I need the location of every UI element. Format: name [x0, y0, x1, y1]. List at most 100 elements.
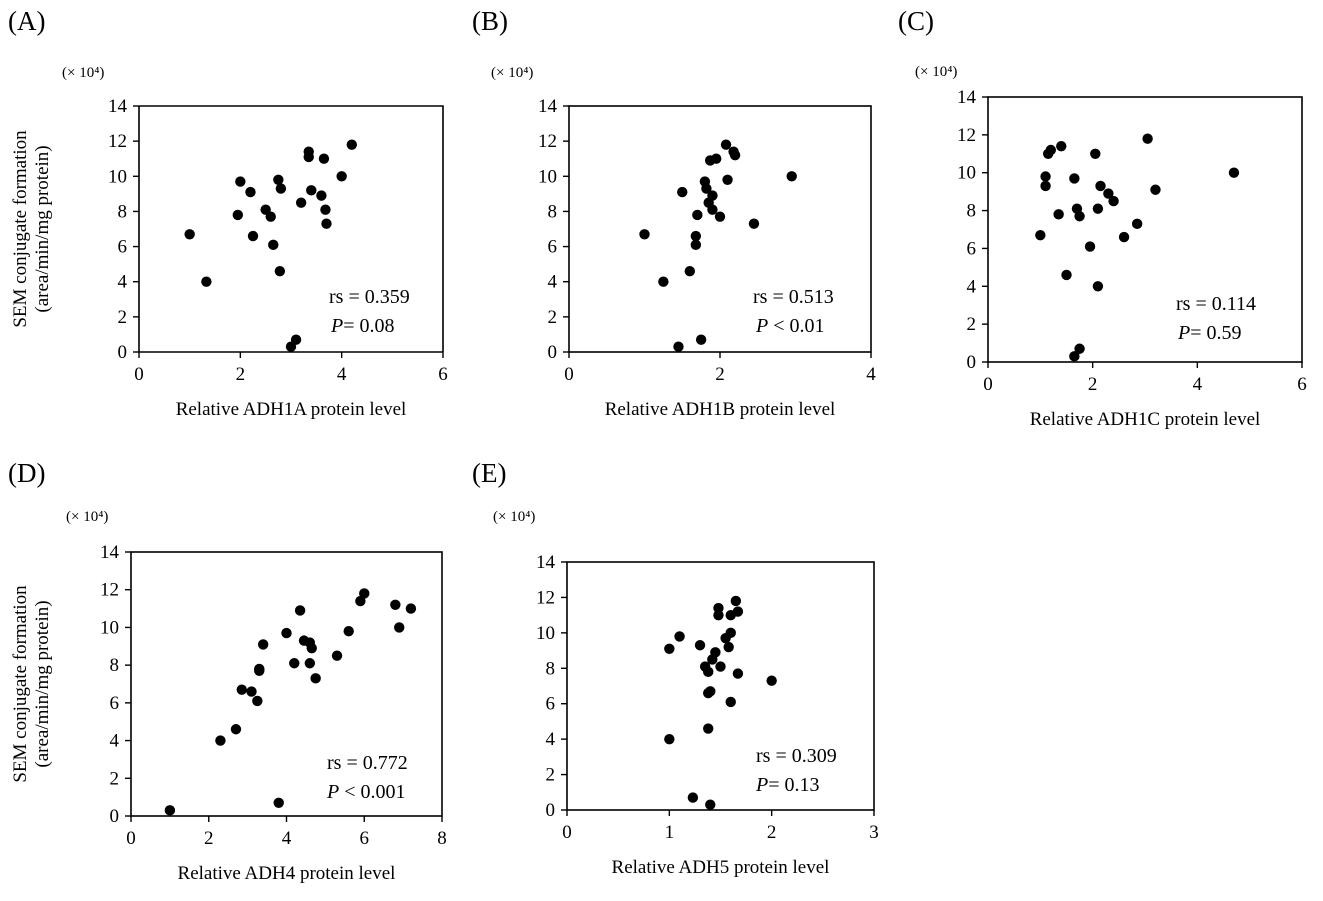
data-point [235, 176, 246, 187]
y-tick-label: 4 [110, 731, 120, 752]
data-point [281, 627, 292, 639]
data-point [275, 183, 287, 194]
data-point [714, 211, 726, 222]
data-point [257, 639, 269, 650]
data-point [390, 599, 401, 610]
data-point [723, 641, 734, 653]
data-point [720, 139, 732, 150]
y-tick-label: 6 [110, 693, 120, 714]
x-axis-label: Relative ADH1C protein level [1030, 409, 1261, 430]
y-tick-label: 14 [100, 542, 120, 563]
data-point [766, 675, 777, 686]
data-point [707, 204, 718, 215]
x-tick-label: 2 [767, 822, 777, 843]
data-point [707, 190, 718, 201]
data-point [786, 171, 797, 182]
x-tick-label: 3 [869, 822, 879, 843]
data-point [232, 209, 243, 221]
y-tick-label: 10 [538, 166, 557, 187]
data-point [664, 643, 675, 654]
data-point [690, 230, 702, 242]
data-point [664, 733, 675, 745]
data-point [1040, 180, 1051, 192]
panel-label: (B) [472, 6, 508, 36]
data-point [1040, 171, 1051, 182]
x-axis-label: Relative ADH5 protein level [612, 857, 830, 878]
panel-label: (D) [8, 458, 45, 488]
y-tick-label: 8 [548, 201, 558, 222]
data-point [316, 190, 327, 201]
y-tick-label: 12 [538, 131, 557, 152]
data-point [694, 640, 706, 651]
x-tick-label: 0 [126, 828, 136, 849]
x-tick-label: 2 [715, 364, 725, 385]
data-point [1142, 133, 1153, 144]
data-point [303, 146, 314, 157]
data-point [321, 218, 332, 229]
data-point [273, 797, 284, 808]
data-point [1103, 188, 1114, 199]
data-point [164, 805, 176, 816]
data-point [692, 209, 703, 221]
p-value: P < 0.001 [326, 781, 406, 803]
y-tick-label: 6 [546, 694, 556, 715]
data-point [687, 792, 699, 803]
data-point [359, 588, 370, 599]
data-point [252, 695, 263, 707]
data-point [639, 229, 650, 240]
data-point [703, 723, 714, 734]
y-tick-label: 4 [967, 276, 977, 297]
scatter-panel-d: (D) (× 10⁴) SEM conjugate formation (area/m… [8, 458, 447, 884]
y-multiplier: (× 10⁴) [491, 65, 533, 81]
y-axis-label: SEM conjugate formation [10, 585, 31, 783]
y-axis-label-units: (area/min/mg protein) [32, 145, 53, 312]
scatter-panel-a: (A) (× 10⁴) SEM conjugate formation (area/m… [8, 6, 448, 420]
y-tick-label: 8 [110, 655, 120, 676]
x-tick-label: 4 [282, 828, 292, 849]
data-point [674, 631, 685, 642]
y-tick-label: 14 [536, 552, 556, 573]
data-point [236, 684, 247, 695]
y-tick-label: 12 [108, 131, 127, 152]
x-tick-label: 0 [134, 364, 144, 385]
data-point [684, 265, 695, 277]
y-tick-label: 8 [967, 201, 977, 222]
data-point [725, 627, 736, 639]
data-point [730, 595, 742, 607]
y-tick-label: 12 [957, 125, 976, 146]
data-point [289, 658, 300, 669]
data-point [1035, 229, 1046, 241]
y-tick-label: 0 [546, 800, 556, 821]
data-point [265, 211, 276, 222]
data-point [725, 696, 736, 708]
data-point [705, 799, 716, 810]
x-tick-label: 0 [983, 374, 993, 395]
rs-statistic: rs = 0.772 [327, 752, 408, 774]
y-tick-label: 14 [957, 87, 977, 108]
y-tick-label: 2 [967, 314, 977, 335]
data-point [331, 650, 343, 661]
data-point [1095, 180, 1106, 192]
data-point [343, 626, 354, 637]
x-tick-label: 2 [1088, 374, 1098, 395]
data-point [748, 218, 760, 229]
y-multiplier: (× 10⁴) [62, 65, 104, 81]
data-point [304, 658, 316, 669]
y-tick-label: 10 [100, 617, 119, 638]
y-tick-label: 6 [967, 238, 977, 259]
y-tick-label: 0 [548, 342, 558, 363]
data-point [701, 183, 712, 194]
data-point [1131, 218, 1143, 230]
data-point [722, 174, 733, 185]
y-tick-label: 2 [548, 307, 558, 328]
data-point [318, 153, 330, 164]
y-tick-label: 4 [546, 729, 556, 750]
data-point [1074, 211, 1085, 222]
y-tick-label: 6 [118, 237, 128, 258]
data-point [1108, 195, 1119, 207]
rs-statistic: rs = 0.114 [1176, 293, 1256, 315]
y-tick-label: 10 [108, 166, 127, 187]
y-tick-label: 0 [110, 806, 120, 827]
data-point [346, 139, 357, 150]
